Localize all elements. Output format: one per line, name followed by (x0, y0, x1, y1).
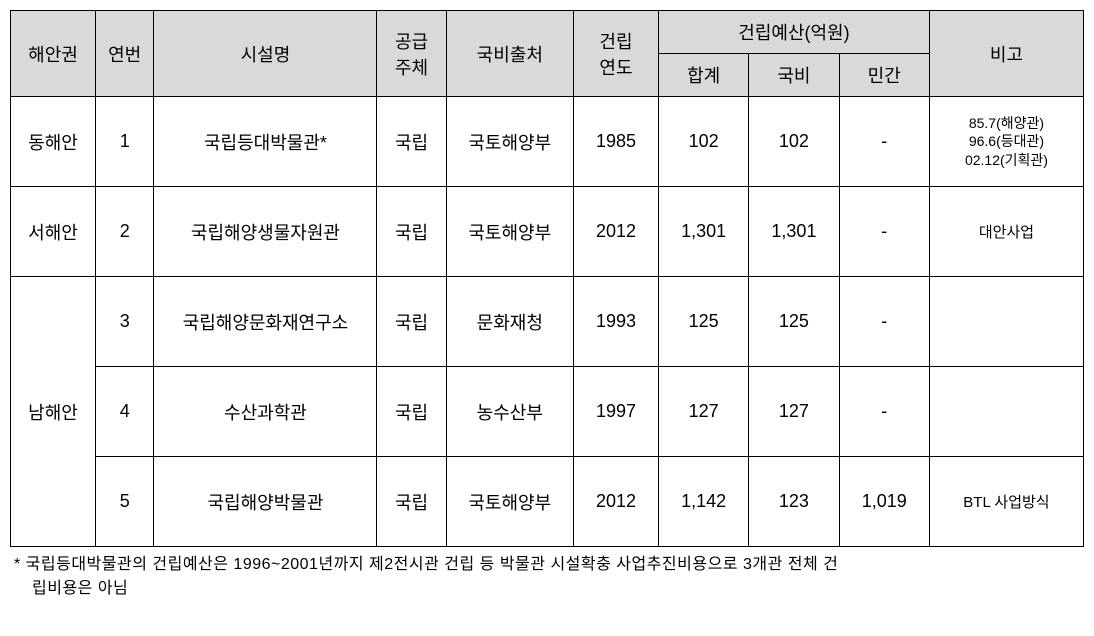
table-row: 4 수산과학관 국립 농수산부 1997 127 127 - (11, 367, 1084, 457)
cell-remark (929, 277, 1083, 367)
cell-private: 1,019 (839, 457, 929, 547)
cell-total: 125 (658, 277, 748, 367)
cell-facility: 국립해양박물관 (154, 457, 377, 547)
cell-total: 102 (658, 97, 748, 187)
cell-gov: 102 (749, 97, 839, 187)
cell-year: 1997 (574, 367, 659, 457)
cell-total: 127 (658, 367, 748, 457)
cell-source: 국토해양부 (446, 187, 573, 277)
header-budget-gov: 국비 (749, 54, 839, 97)
header-year: 건립 연도 (574, 11, 659, 97)
cell-facility: 수산과학관 (154, 367, 377, 457)
cell-private: - (839, 367, 929, 457)
header-budget-total: 합계 (658, 54, 748, 97)
cell-region: 서해안 (11, 187, 96, 277)
header-source: 국비출처 (446, 11, 573, 97)
footnote: * 국립등대박물관의 건립예산은 1996~2001년까지 제2전시관 건립 등… (10, 547, 1084, 601)
cell-gov: 127 (749, 367, 839, 457)
cell-num: 4 (95, 367, 153, 457)
table-row: 5 국립해양박물관 국립 국토해양부 2012 1,142 123 1,019 … (11, 457, 1084, 547)
header-remark: 비고 (929, 11, 1083, 97)
cell-num: 2 (95, 187, 153, 277)
cell-year: 1993 (574, 277, 659, 367)
cell-private: - (839, 97, 929, 187)
cell-supply: 국립 (377, 367, 446, 457)
cell-private: - (839, 277, 929, 367)
header-budget-group: 건립예산(억원) (658, 11, 929, 54)
cell-supply: 국립 (377, 187, 446, 277)
header-supply: 공급 주체 (377, 11, 446, 97)
cell-total: 1,142 (658, 457, 748, 547)
cell-source: 국토해양부 (446, 97, 573, 187)
cell-gov: 123 (749, 457, 839, 547)
cell-year: 2012 (574, 457, 659, 547)
cell-year: 1985 (574, 97, 659, 187)
cell-gov: 1,301 (749, 187, 839, 277)
cell-gov: 125 (749, 277, 839, 367)
cell-facility: 국립해양생물자원관 (154, 187, 377, 277)
table-row: 서해안 2 국립해양생물자원관 국립 국토해양부 2012 1,301 1,30… (11, 187, 1084, 277)
cell-region: 동해안 (11, 97, 96, 187)
cell-remark: 대안사업 (929, 187, 1083, 277)
footnote-line2: 립비용은 아님 (14, 577, 1084, 601)
table-header: 해안권 연번 시설명 공급 주체 국비출처 건립 연도 건립예산(억원) 비고 … (11, 11, 1084, 97)
cell-remark: 85.7(해양관) 96.6(등대관) 02.12(기획관) (929, 97, 1083, 187)
cell-num: 3 (95, 277, 153, 367)
header-region: 해안권 (11, 11, 96, 97)
cell-source: 농수산부 (446, 367, 573, 457)
header-budget-private: 민간 (839, 54, 929, 97)
table-row: 남해안 3 국립해양문화재연구소 국립 문화재청 1993 125 125 - (11, 277, 1084, 367)
cell-remark (929, 367, 1083, 457)
table-body: 동해안 1 국립등대박물관* 국립 국토해양부 1985 102 102 - 8… (11, 97, 1084, 547)
footnote-line1: * 국립등대박물관의 건립예산은 1996~2001년까지 제2전시관 건립 등… (14, 553, 1084, 577)
cell-source: 문화재청 (446, 277, 573, 367)
header-facility: 시설명 (154, 11, 377, 97)
cell-remark: BTL 사업방식 (929, 457, 1083, 547)
cell-year: 2012 (574, 187, 659, 277)
cell-region: 남해안 (11, 277, 96, 547)
cell-supply: 국립 (377, 277, 446, 367)
cell-facility: 국립해양문화재연구소 (154, 277, 377, 367)
cell-supply: 국립 (377, 457, 446, 547)
cell-source: 국토해양부 (446, 457, 573, 547)
budget-table: 해안권 연번 시설명 공급 주체 국비출처 건립 연도 건립예산(억원) 비고 … (10, 10, 1084, 547)
cell-supply: 국립 (377, 97, 446, 187)
header-num: 연번 (95, 11, 153, 97)
cell-facility: 국립등대박물관* (154, 97, 377, 187)
cell-num: 1 (95, 97, 153, 187)
cell-num: 5 (95, 457, 153, 547)
cell-private: - (839, 187, 929, 277)
cell-total: 1,301 (658, 187, 748, 277)
table-row: 동해안 1 국립등대박물관* 국립 국토해양부 1985 102 102 - 8… (11, 97, 1084, 187)
